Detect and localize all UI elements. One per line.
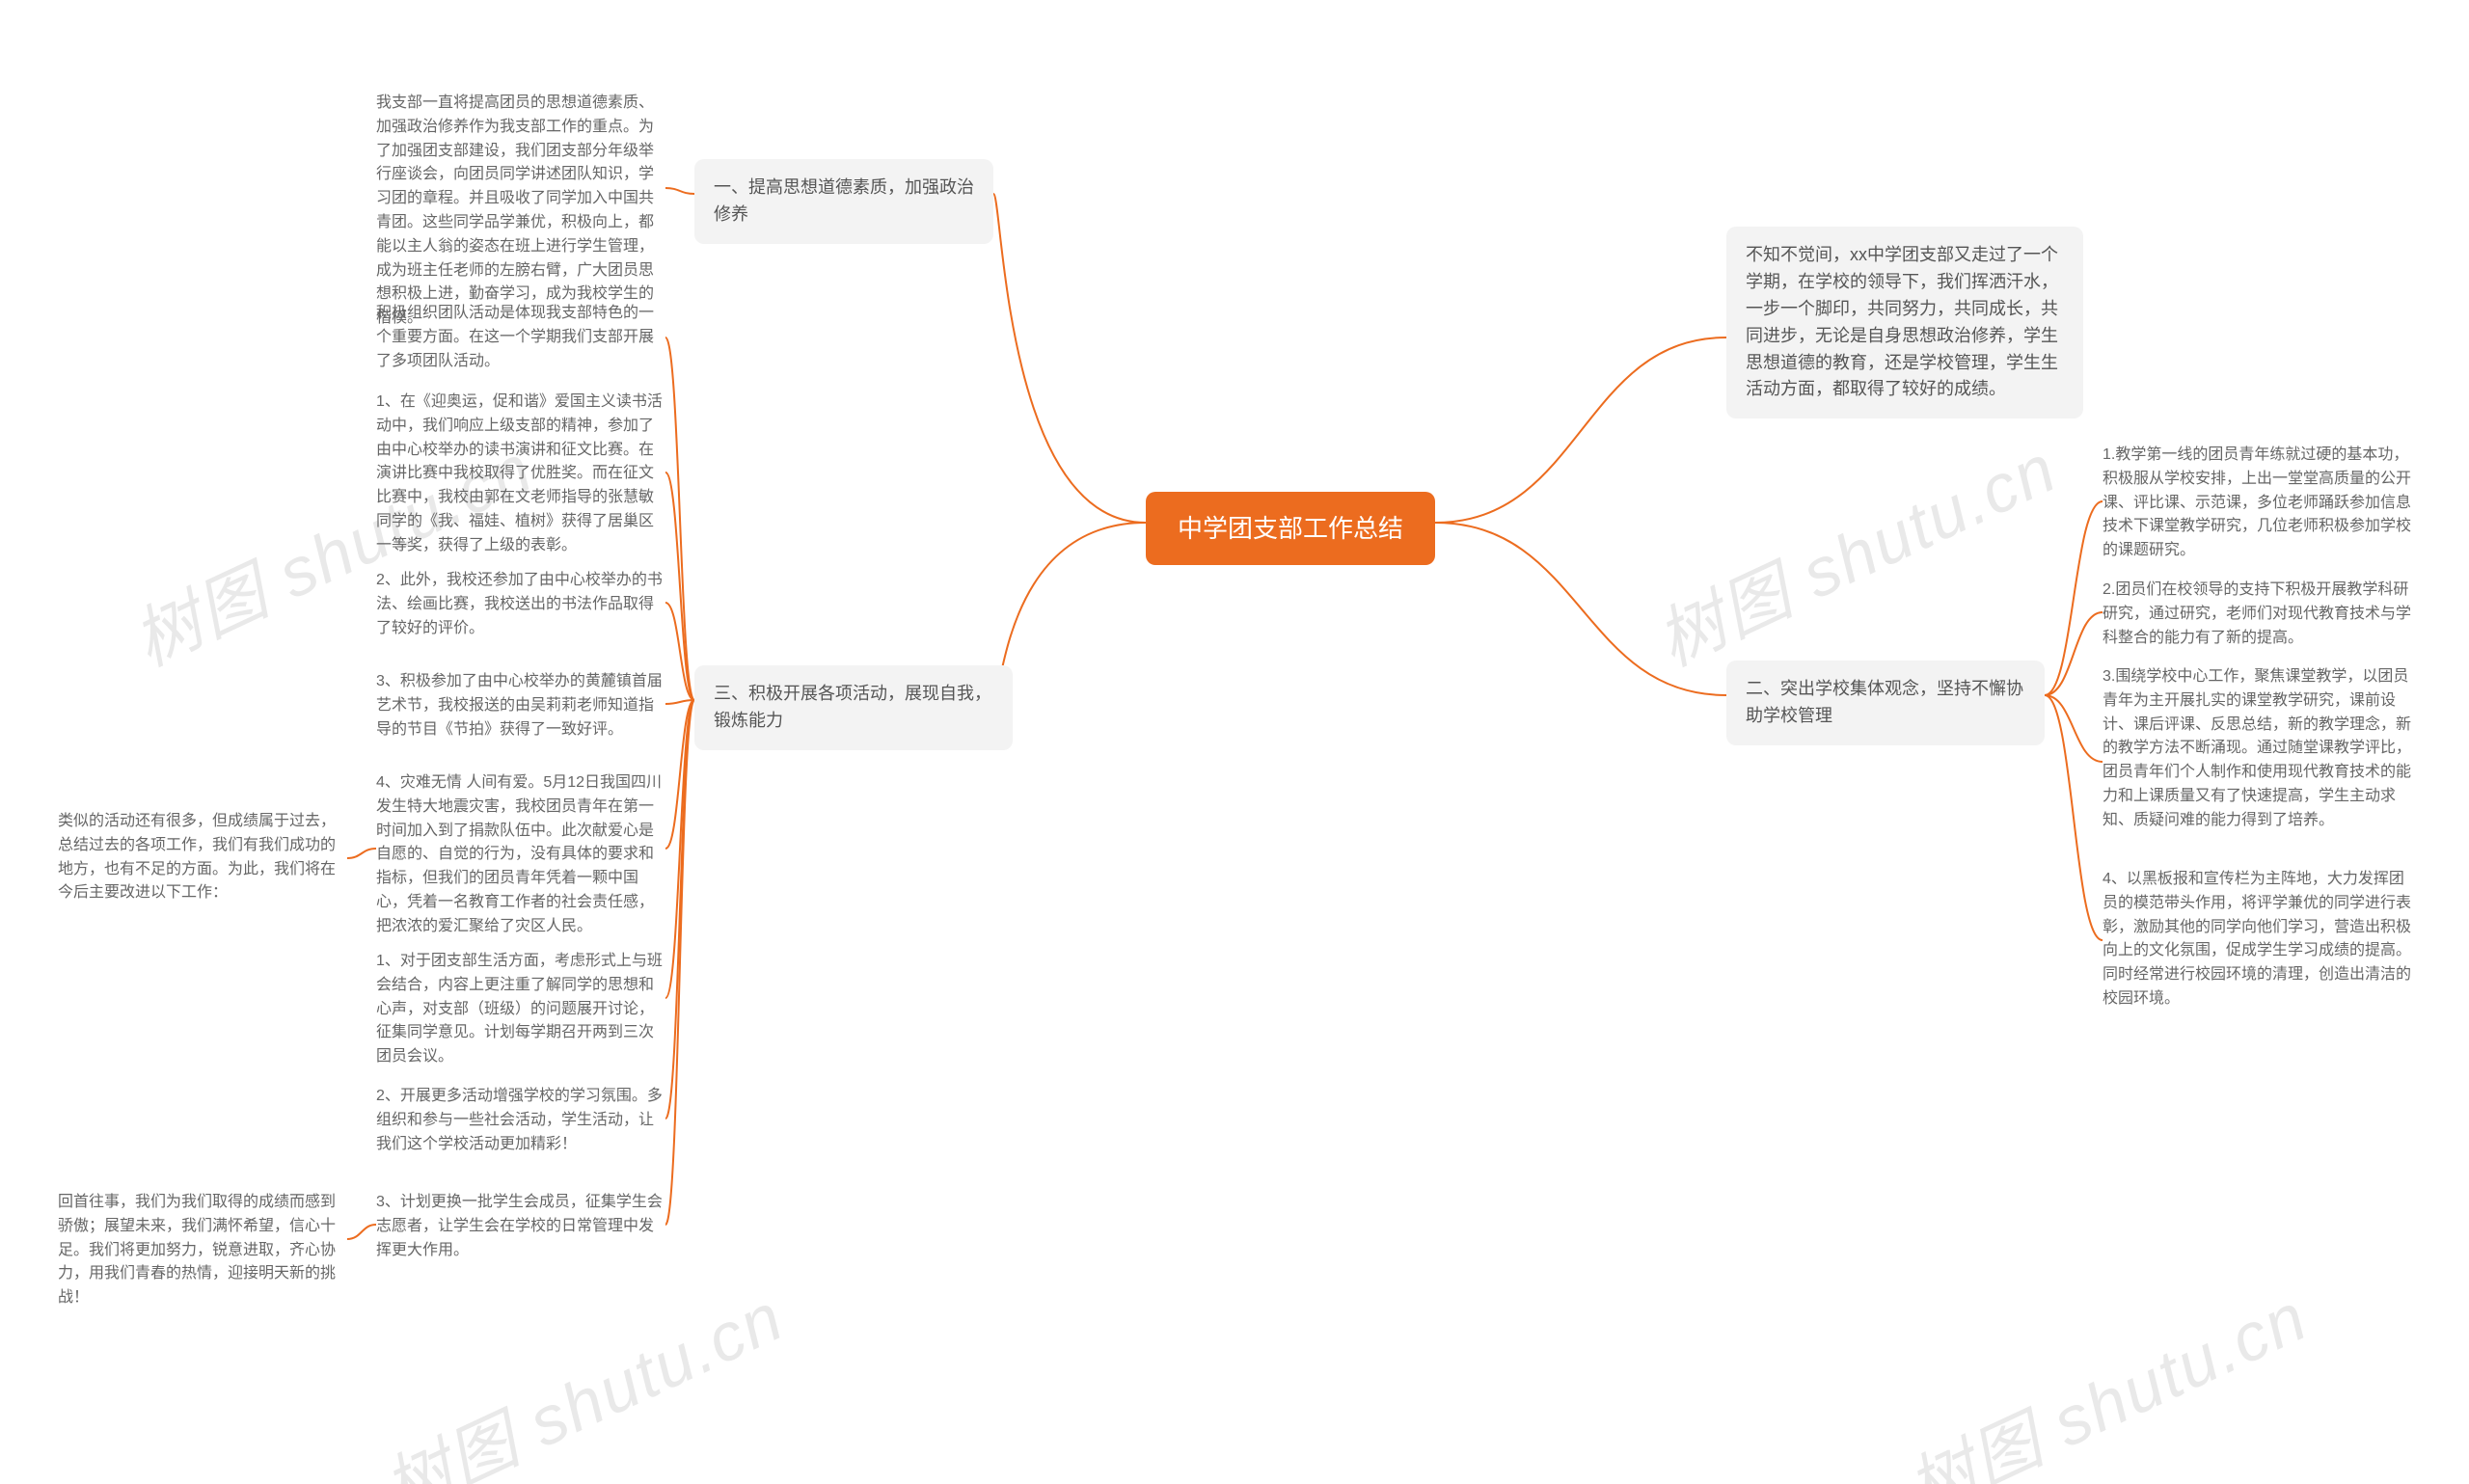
topic-node-sec3[interactable]: 三、积极开展各项活动，展现自我，锻炼能力 [694,665,1013,750]
connector [665,700,694,1225]
leaf-tail-node[interactable]: 类似的活动还有很多，但成绩属于过去，总结过去的各项工作，我们有我们成功的地方，也… [58,810,347,905]
connector [665,700,694,1119]
connector [665,700,694,849]
connector [665,337,694,700]
leaf-node[interactable]: 1.教学第一线的团员青年练就过硬的基本功，积极服从学校安排，上出一堂堂高质量的公… [2103,444,2411,563]
leaf-node[interactable]: 1、在《迎奥运，促和谐》爱国主义读书活动中，我们响应上级支部的精神，参加了由中心… [376,391,665,558]
connector [347,849,376,858]
leaf-node[interactable]: 3.围绕学校中心工作，聚焦课堂教学，以团员青年为主开展扎实的课堂教学研究，课前设… [2103,665,2411,833]
connector [2045,695,2103,762]
leaf-node[interactable]: 2、开展更多活动增强学校的学习氛围。多组织和参与一些社会活动，学生活动，让我们这… [376,1085,665,1156]
connector [665,472,694,700]
connector [665,188,694,194]
connectors-layer [0,0,2469,1484]
topic-node-sec1[interactable]: 一、提高思想道德素质，加强政治修养 [694,159,993,244]
topic-node-sec2[interactable]: 二、突出学校集体观念，坚持不懈协助学校管理 [1726,661,2045,745]
connector [993,194,1146,523]
connector [665,603,694,700]
connector [665,700,694,998]
watermark: 树图 shutu.cn [366,1263,798,1484]
center-topic[interactable]: 中学团支部工作总结 [1146,492,1435,565]
connector [993,523,1146,700]
leaf-node[interactable]: 2、此外，我校还参加了由中心校举办的书法、绘画比赛，我校送出的书法作品取得了较好… [376,569,665,640]
leaf-node[interactable]: 3、计划更换一批学生会成员，征集学生会志愿者，让学生会在学校的日常管理中发挥更大… [376,1191,665,1262]
mindmap-canvas: 树图 shutu.cn树图 shutu.cn树图 shutu.cn树图 shut… [0,0,2469,1484]
connector [665,700,694,704]
leaf-node[interactable]: 2.团员们在校领导的支持下积极开展教学科研研究，通过研究，老师们对现代教育技术与… [2103,579,2411,650]
watermark: 树图 shutu.cn [1890,1263,2321,1484]
leaf-node[interactable]: 4、以黑板报和宣传栏为主阵地，大力发挥团员的模范带头作用，将评学兼优的同学进行表… [2103,868,2411,1012]
connector [1435,523,1726,695]
connector [2045,695,2103,940]
connector [2045,501,2103,695]
connector [1435,337,1726,523]
leaf-node[interactable]: 3、积极参加了由中心校举办的黄麓镇首届艺术节，我校报送的由吴莉莉老师知道指导的节… [376,670,665,742]
connector [347,1225,376,1239]
leaf-node[interactable]: 积极组织团队活动是体现我支部特色的一个重要方面。在这一个学期我们支部开展了多项团… [376,302,665,373]
leaf-node[interactable]: 4、灾难无情 人间有爱。5月12日我国四川发生特大地震灾害，我校团员青年在第一时… [376,771,665,939]
leaf-tail-node[interactable]: 回首往事，我们为我们取得的成绩而感到骄傲；展望未来，我们满怀希望，信心十足。我们… [58,1191,347,1310]
connector [2045,612,2103,695]
leaf-node[interactable]: 我支部一直将提高团员的思想道德素质、加强政治修养作为我支部工作的重点。为了加强团… [376,92,665,331]
watermark: 树图 shutu.cn [1640,415,2071,685]
topic-node-intro[interactable]: 不知不觉间，xx中学团支部又走过了一个学期，在学校的领导下，我们挥洒汗水，一步一… [1726,227,2083,418]
leaf-node[interactable]: 1、对于团支部生活方面，考虑形式上与班会结合，内容上更注重了解同学的思想和心声，… [376,950,665,1069]
